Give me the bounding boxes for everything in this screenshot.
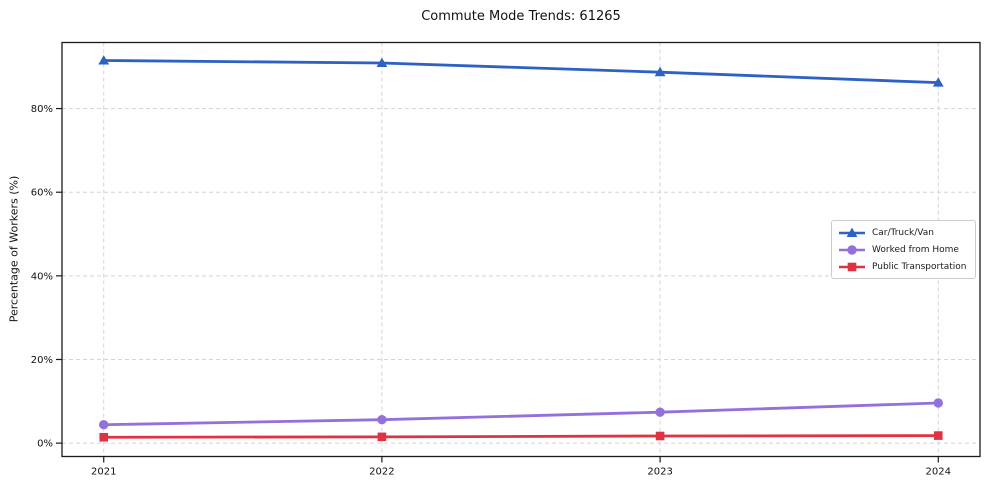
y-tick-label: 80% [31, 104, 53, 115]
series-line-worked-from-home [102, 401, 940, 427]
circle-marker-icon [99, 420, 109, 430]
legend-label: Car/Truck/Van [872, 227, 934, 238]
legend-swatch-icon [839, 227, 865, 237]
triangle-marker-icon [376, 57, 388, 67]
legend-label: Worked from Home [872, 244, 959, 255]
chart-title: Commute Mode Trends: 61265 [421, 9, 621, 24]
triangle-marker-icon [846, 227, 858, 237]
legend-label: Public Transportation [872, 261, 967, 272]
series-line-car-truck-van [102, 59, 940, 85]
square-marker-icon [933, 431, 943, 440]
series-line-public-transportation [102, 434, 940, 439]
y-tick-label: 60% [31, 188, 53, 199]
y-tick-label: 20% [31, 355, 53, 366]
series-public-transportation [99, 431, 943, 442]
legend: Car/Truck/Van Worked from Home Public Tran… [831, 220, 976, 279]
x-tick-label: 2023 [647, 467, 672, 478]
triangle-marker-icon [98, 55, 110, 65]
square-marker-icon [99, 432, 109, 442]
series-car-truck-van [98, 55, 944, 87]
x-tick-label: 2021 [91, 467, 116, 478]
legend-swatch-icon [839, 244, 865, 255]
circle-marker-icon [377, 415, 387, 425]
x-tick-label: 2022 [369, 467, 394, 478]
y-tick-label: 40% [31, 271, 53, 282]
square-marker-icon [655, 431, 665, 441]
legend-item: Car/Truck/Van [838, 227, 969, 239]
axes-spines [61, 41, 981, 458]
square-marker-icon [377, 432, 387, 442]
legend-swatch-icon [839, 262, 865, 271]
triangle-marker-icon [932, 77, 944, 87]
circle-marker-icon [933, 398, 943, 408]
y-tick-label: 0% [37, 439, 53, 450]
square-marker-icon [847, 262, 857, 271]
x-tick-label: 2024 [926, 467, 951, 478]
triangle-marker-icon [654, 66, 666, 77]
legend-item: Public Transportation [838, 261, 969, 273]
circle-marker-icon [847, 244, 857, 255]
circle-marker-icon [655, 407, 665, 417]
series-worked-from-home [99, 398, 943, 430]
legend-item: Worked from Home [838, 244, 969, 256]
